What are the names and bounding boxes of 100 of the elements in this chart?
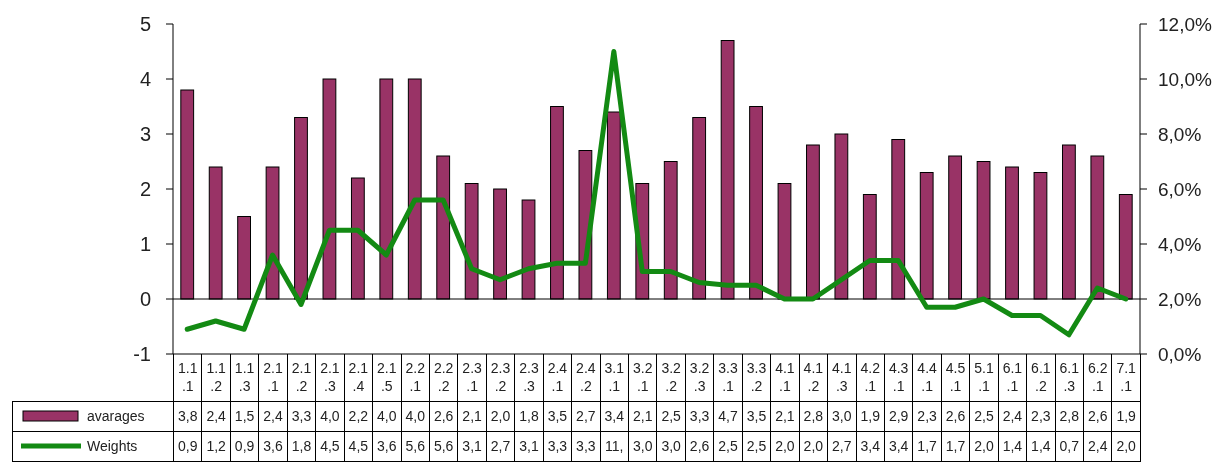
data-label: 2,0 <box>1111 431 1141 461</box>
data-label: 2,1 <box>457 401 487 431</box>
x-tick-label: 2.1.3 <box>315 354 345 401</box>
data-label: 2,5 <box>656 401 686 431</box>
x-tick-label: 4.4.1 <box>912 354 942 401</box>
data-label: 2,6 <box>941 401 970 431</box>
x-tick-label: 4.3.1 <box>884 354 913 401</box>
x-tick-label: 2.3.1 <box>457 354 487 401</box>
y2-tick-label: 8,0% <box>1158 123 1202 145</box>
data-label: 3,0 <box>827 401 856 431</box>
data-label: 2,0 <box>486 401 515 431</box>
data-label: 1,2 <box>201 431 231 461</box>
y-tick-label: 5 <box>139 13 151 35</box>
data-label: 3,1 <box>514 431 544 461</box>
y-tick-label: -1 <box>133 343 151 365</box>
x-tick-label: 6.1.1 <box>998 354 1027 401</box>
data-label: 4,5 <box>315 431 345 461</box>
data-label: 1,4 <box>1026 431 1056 461</box>
data-label: 1,8 <box>287 431 316 461</box>
y-tick-label: 0 <box>139 288 151 310</box>
x-tick-label: 6.1.3 <box>1055 354 1084 401</box>
x-tick-label: 4.1.2 <box>799 354 828 401</box>
x-tick-label: 2.2.2 <box>429 354 458 401</box>
data-label: 1,7 <box>941 431 970 461</box>
x-tick-label: 4.5.1 <box>941 354 970 401</box>
data-label: 2,1 <box>770 401 800 431</box>
data-label: 2,8 <box>1055 401 1084 431</box>
data-label: 1,4 <box>998 431 1027 461</box>
y2-tick-label: 6,0% <box>1158 178 1202 200</box>
x-tick-label: 3.3.2 <box>742 354 771 401</box>
data-label: 11, <box>600 431 629 461</box>
x-tick-label: 2.3.3 <box>514 354 544 401</box>
x-tick-label: 3.2.1 <box>628 354 657 401</box>
data-label: 2,5 <box>713 431 743 461</box>
data-label: 2,3 <box>912 401 942 431</box>
data-label: 3,1 <box>457 431 487 461</box>
x-tick-label: 2.4.1 <box>543 354 572 401</box>
y-tick-label: 4 <box>139 68 151 90</box>
x-tick-label: 7.1.1 <box>1111 354 1141 401</box>
data-label: 5,6 <box>401 431 430 461</box>
data-label: 0,7 <box>1055 431 1084 461</box>
x-tick-label: 3.1.1 <box>600 354 629 401</box>
y2-tick-label: 0,0% <box>1158 343 1202 365</box>
data-label: 2,4 <box>998 401 1027 431</box>
data-label: 2,8 <box>799 401 828 431</box>
data-label: 3,6 <box>372 431 401 461</box>
x-tick-label: 2.3.2 <box>486 354 515 401</box>
data-label: 1,5 <box>230 401 259 431</box>
x-tick-label: 1.1.3 <box>230 354 259 401</box>
data-label: 2,9 <box>884 401 913 431</box>
x-tick-label: 2.4.2 <box>571 354 601 401</box>
data-label: 1,8 <box>514 401 544 431</box>
data-label: 2,6 <box>1083 401 1112 431</box>
x-tick-label: 2.1.5 <box>372 354 401 401</box>
data-label: 2,1 <box>628 401 657 431</box>
data-label: 3,3 <box>685 401 714 431</box>
data-label: 3,3 <box>543 431 572 461</box>
data-label: 3,4 <box>884 431 913 461</box>
data-label: 2,5 <box>969 401 999 431</box>
data-label: 2,7 <box>486 431 515 461</box>
data-label: 2,6 <box>685 431 714 461</box>
x-tick-label: 1.1.1 <box>173 354 202 401</box>
data-label: 2,3 <box>1026 401 1056 431</box>
data-label: 0,9 <box>230 431 259 461</box>
data-label: 3,5 <box>742 401 771 431</box>
y-tick-label: 1 <box>139 233 151 255</box>
data-label: 2,4 <box>1083 431 1112 461</box>
legend-label: avarages <box>87 408 145 424</box>
legend-label: Weights <box>87 438 138 454</box>
data-label: 2,4 <box>258 401 288 431</box>
data-label: 3,4 <box>856 431 885 461</box>
x-tick-label: 3.2.3 <box>685 354 714 401</box>
y2-tick-label: 12,0% <box>1158 13 1212 35</box>
x-tick-label: 1.1.2 <box>201 354 231 401</box>
data-label: 3,3 <box>571 431 601 461</box>
data-label: 2,5 <box>742 431 771 461</box>
x-tick-label: 2.1.4 <box>344 354 373 401</box>
x-tick-label: 3.3.1 <box>713 354 743 401</box>
data-label: 3,6 <box>258 431 288 461</box>
data-label: 1,9 <box>1111 401 1141 431</box>
data-label: 1,7 <box>912 431 942 461</box>
data-label: 5,6 <box>429 431 458 461</box>
data-label: 4,0 <box>315 401 345 431</box>
x-tick-label: 2.1.1 <box>258 354 288 401</box>
data-label: 2,0 <box>770 431 800 461</box>
y-tick-label: 2 <box>139 178 151 200</box>
data-label: 3,0 <box>656 431 686 461</box>
y2-tick-label: 4,0% <box>1158 233 1202 255</box>
data-label: 2,7 <box>827 431 856 461</box>
data-label: 4,0 <box>401 401 430 431</box>
data-label: 1,9 <box>856 401 885 431</box>
data-label: 4,0 <box>372 401 401 431</box>
x-tick-label: 3.2.2 <box>656 354 686 401</box>
data-label: 2,7 <box>571 401 601 431</box>
data-label: 2,0 <box>969 431 999 461</box>
data-label: 2,2 <box>344 401 373 431</box>
x-tick-label: 2.1.2 <box>287 354 316 401</box>
y2-tick-label: 2,0% <box>1158 288 1202 310</box>
y-tick-label: 3 <box>139 123 151 145</box>
data-label: 4,5 <box>344 431 373 461</box>
